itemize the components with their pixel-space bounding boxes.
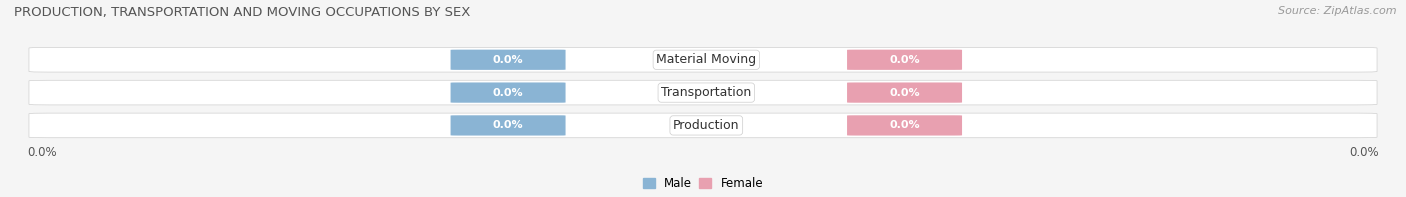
Text: Material Moving: Material Moving bbox=[657, 53, 756, 66]
Text: PRODUCTION, TRANSPORTATION AND MOVING OCCUPATIONS BY SEX: PRODUCTION, TRANSPORTATION AND MOVING OC… bbox=[14, 6, 471, 19]
Text: 0.0%: 0.0% bbox=[492, 88, 523, 98]
FancyBboxPatch shape bbox=[450, 50, 565, 70]
Text: 0.0%: 0.0% bbox=[889, 88, 920, 98]
Text: Production: Production bbox=[673, 119, 740, 132]
FancyBboxPatch shape bbox=[450, 83, 565, 103]
Legend: Male, Female: Male, Female bbox=[643, 177, 763, 190]
Text: 0.0%: 0.0% bbox=[889, 55, 920, 65]
Text: 0.0%: 0.0% bbox=[492, 120, 523, 130]
Text: 0.0%: 0.0% bbox=[889, 120, 920, 130]
FancyBboxPatch shape bbox=[30, 47, 1376, 72]
FancyBboxPatch shape bbox=[846, 115, 962, 136]
FancyBboxPatch shape bbox=[846, 50, 962, 70]
FancyBboxPatch shape bbox=[30, 80, 1376, 105]
FancyBboxPatch shape bbox=[30, 113, 1376, 138]
FancyBboxPatch shape bbox=[846, 83, 962, 103]
Text: Source: ZipAtlas.com: Source: ZipAtlas.com bbox=[1278, 6, 1396, 16]
Text: Transportation: Transportation bbox=[661, 86, 751, 99]
Text: 0.0%: 0.0% bbox=[492, 55, 523, 65]
FancyBboxPatch shape bbox=[450, 115, 565, 136]
